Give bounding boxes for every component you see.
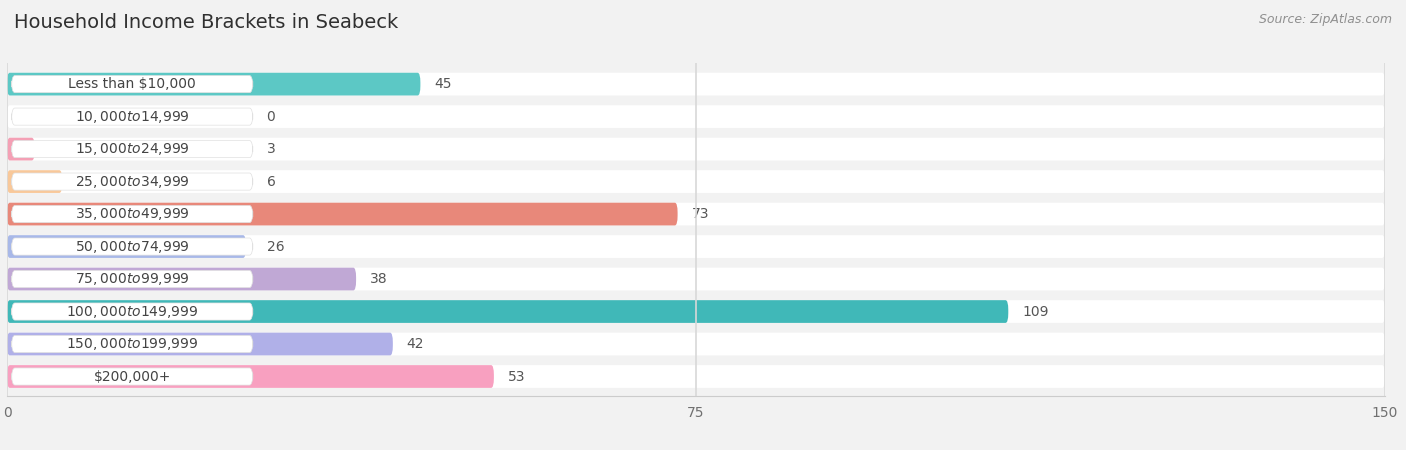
- Text: 45: 45: [434, 77, 451, 91]
- FancyBboxPatch shape: [11, 335, 253, 353]
- Text: Less than $10,000: Less than $10,000: [69, 77, 195, 91]
- FancyBboxPatch shape: [11, 140, 253, 158]
- Text: 38: 38: [370, 272, 388, 286]
- Text: 3: 3: [267, 142, 276, 156]
- FancyBboxPatch shape: [7, 105, 1385, 128]
- FancyBboxPatch shape: [7, 365, 1385, 388]
- FancyBboxPatch shape: [7, 268, 356, 290]
- FancyBboxPatch shape: [11, 173, 253, 190]
- Text: $150,000 to $199,999: $150,000 to $199,999: [66, 336, 198, 352]
- Text: $100,000 to $149,999: $100,000 to $149,999: [66, 304, 198, 319]
- FancyBboxPatch shape: [7, 138, 1385, 161]
- Text: $35,000 to $49,999: $35,000 to $49,999: [75, 206, 190, 222]
- Text: $15,000 to $24,999: $15,000 to $24,999: [75, 141, 190, 157]
- Text: $50,000 to $74,999: $50,000 to $74,999: [75, 238, 190, 255]
- Text: 26: 26: [267, 239, 284, 253]
- FancyBboxPatch shape: [11, 303, 253, 320]
- Text: $200,000+: $200,000+: [94, 369, 172, 383]
- Text: 42: 42: [406, 337, 425, 351]
- FancyBboxPatch shape: [11, 76, 253, 93]
- FancyBboxPatch shape: [7, 138, 35, 161]
- FancyBboxPatch shape: [7, 170, 1385, 193]
- FancyBboxPatch shape: [11, 368, 253, 385]
- FancyBboxPatch shape: [7, 333, 1385, 356]
- Text: 6: 6: [267, 175, 276, 189]
- FancyBboxPatch shape: [7, 300, 1008, 323]
- FancyBboxPatch shape: [7, 235, 246, 258]
- FancyBboxPatch shape: [7, 170, 62, 193]
- FancyBboxPatch shape: [7, 202, 678, 225]
- FancyBboxPatch shape: [7, 268, 1385, 290]
- Text: 53: 53: [508, 369, 526, 383]
- Text: 0: 0: [267, 110, 276, 124]
- FancyBboxPatch shape: [7, 365, 494, 388]
- FancyBboxPatch shape: [11, 206, 253, 223]
- FancyBboxPatch shape: [7, 300, 1385, 323]
- Text: 109: 109: [1022, 305, 1049, 319]
- FancyBboxPatch shape: [11, 238, 253, 255]
- Text: $25,000 to $34,999: $25,000 to $34,999: [75, 174, 190, 189]
- FancyBboxPatch shape: [7, 202, 1385, 225]
- FancyBboxPatch shape: [11, 270, 253, 288]
- FancyBboxPatch shape: [7, 333, 392, 356]
- Text: Household Income Brackets in Seabeck: Household Income Brackets in Seabeck: [14, 14, 398, 32]
- FancyBboxPatch shape: [7, 235, 1385, 258]
- Text: 73: 73: [692, 207, 709, 221]
- FancyBboxPatch shape: [7, 73, 420, 95]
- Text: $75,000 to $99,999: $75,000 to $99,999: [75, 271, 190, 287]
- FancyBboxPatch shape: [11, 108, 253, 125]
- FancyBboxPatch shape: [7, 73, 1385, 95]
- Text: $10,000 to $14,999: $10,000 to $14,999: [75, 108, 190, 125]
- Text: Source: ZipAtlas.com: Source: ZipAtlas.com: [1258, 14, 1392, 27]
